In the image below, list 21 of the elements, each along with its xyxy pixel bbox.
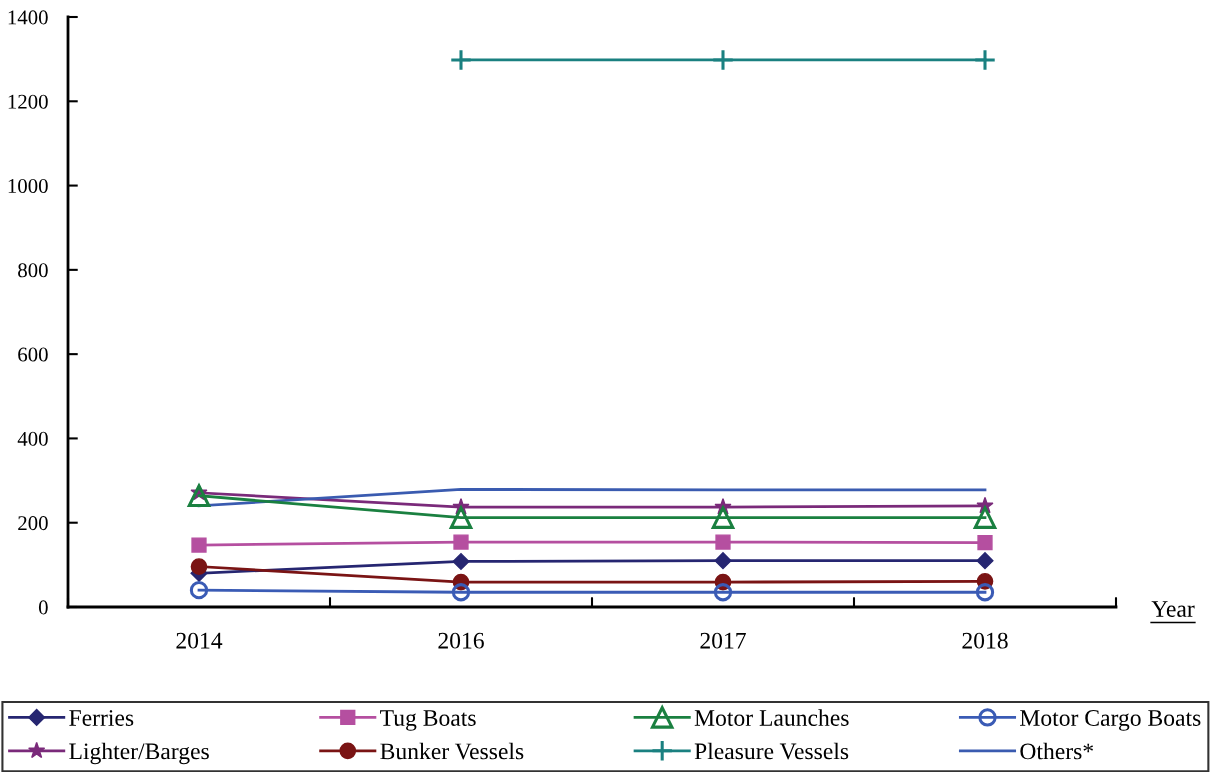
legend-label: Pleasure Vessels: [694, 742, 849, 760]
y-tick-label: 1400: [8, 10, 48, 25]
x-tick-label: 2014: [176, 632, 223, 649]
y-tick-label: 1200: [8, 94, 48, 109]
y-tick-label: 600: [18, 347, 48, 362]
x-tick-label: 2018: [962, 632, 1008, 649]
y-tick-label: 800: [18, 263, 48, 278]
y-tick-label: 0: [38, 600, 48, 615]
legend-label: Motor Launches: [694, 709, 849, 726]
legend-label: Motor Cargo Boats: [1020, 710, 1201, 731]
legend-label: Lighter/Barges: [69, 742, 209, 765]
x-tick-label: 2016: [438, 632, 484, 649]
legend-label: Ferries: [69, 710, 134, 726]
legend-label: Others*: [1020, 742, 1093, 760]
legend-label: Bunker Vessels: [380, 742, 524, 760]
legend-label: Tug Boats: [380, 710, 476, 731]
y-tick-label: 200: [18, 516, 48, 531]
x-tick-label: 2017: [700, 632, 746, 649]
x-axis-title: Year: [1151, 601, 1195, 617]
y-tick-label: 1000: [8, 178, 48, 193]
y-tick-label: 400: [17, 431, 48, 446]
